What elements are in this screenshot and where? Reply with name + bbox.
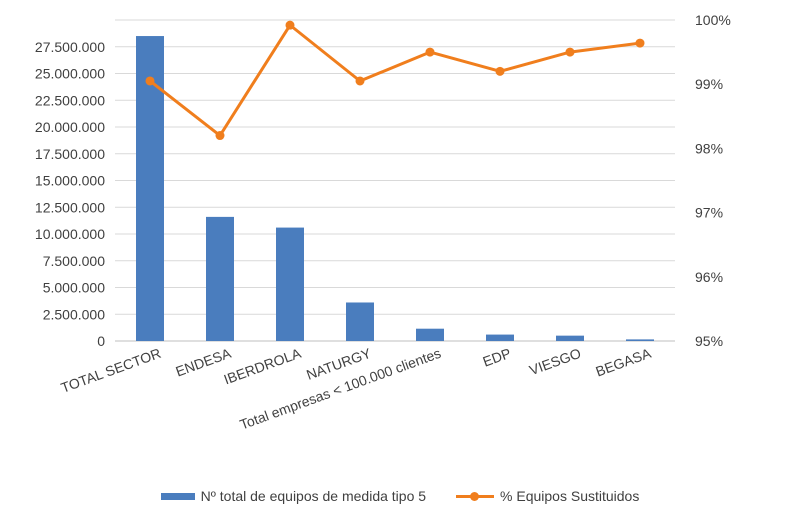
y-right-tick-label: 96% <box>695 269 723 285</box>
bar <box>346 302 374 341</box>
line-point <box>215 131 225 141</box>
x-tick-label: TOTAL SECTOR <box>59 345 163 396</box>
x-tick-label: IBERDROLA <box>222 345 304 388</box>
legend-item-bars: Nº total de equipos de medida tipo 5 <box>160 488 427 504</box>
y-left-tick-label: 12.500.000 <box>35 199 105 215</box>
legend-label-bars: Nº total de equipos de medida tipo 5 <box>200 488 427 504</box>
legend-label-line: % Equipos Sustituidos <box>500 488 640 504</box>
y-left-tick-label: 15.000.000 <box>35 173 105 189</box>
y-left-tick-label: 25.000.000 <box>35 66 105 82</box>
line-point <box>425 47 435 57</box>
y-left-tick-label: 10.000.000 <box>35 226 105 242</box>
bar <box>276 227 304 341</box>
y-right-tick-label: 99% <box>695 76 723 92</box>
line-point <box>285 20 295 30</box>
y-left-tick-label: 5.000.000 <box>43 280 105 296</box>
y-left-tick-label: 0 <box>97 333 105 349</box>
y-left-tick-label: 22.500.000 <box>35 92 105 108</box>
y-left-tick-label: 2.500.000 <box>43 306 105 322</box>
chart-canvas: 0 2.500.000 5.000.000 7.500.000 10.000.000 12… <box>35 12 731 433</box>
line-series <box>149 23 641 138</box>
y-left-tick-label: 20.000.000 <box>35 119 105 135</box>
y-left-tick-label: 17.500.000 <box>35 146 105 162</box>
line-point <box>565 47 575 57</box>
y-left-tick-label: 7.500.000 <box>43 253 105 269</box>
bar <box>626 339 654 341</box>
line-point <box>635 38 645 48</box>
bar <box>556 335 584 341</box>
y-left-tick-label: 27.500.000 <box>35 39 105 55</box>
bar <box>486 334 514 341</box>
line-point <box>355 76 365 86</box>
legend-swatch-bars <box>160 492 195 500</box>
legend-swatch-line <box>456 490 495 502</box>
line-point <box>495 66 505 76</box>
y-right-tick-label: 98% <box>695 140 723 156</box>
x-tick-label: VIESGO <box>527 345 583 378</box>
bar <box>416 328 444 341</box>
x-tick-label: BEGASA <box>593 345 653 380</box>
bar <box>206 216 234 341</box>
y-right-tick-label: 95% <box>695 333 723 349</box>
legend-item-line: % Equipos Sustituidos <box>456 488 639 504</box>
y-right-tick-label: 97% <box>695 205 723 221</box>
line-point <box>145 76 155 86</box>
x-tick-label: EDP <box>480 345 513 370</box>
chart-legend: Nº total de equipos de medida tipo 5 % E… <box>0 484 800 508</box>
y-right-tick-label: 100% <box>695 12 731 28</box>
